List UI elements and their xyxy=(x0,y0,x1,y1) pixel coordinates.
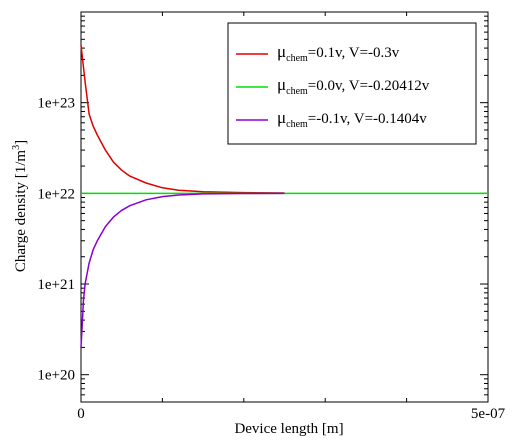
y-tick-label-3: 1e+23 xyxy=(37,96,75,112)
tick-labels: 1e+20 1e+21 1e+22 1e+23 0 5e-07 xyxy=(37,96,505,422)
series-line-1 xyxy=(80,45,285,194)
series-line-3 xyxy=(80,192,285,348)
axis-ticks xyxy=(80,12,489,402)
legend: μchem=0.1v, V=-0.3v μchem=0.0v, V=-0.204… xyxy=(227,22,477,145)
y-tick-label-1: 1e+21 xyxy=(37,277,75,293)
y-tick-label-0: 1e+20 xyxy=(37,368,75,384)
series-lines xyxy=(80,45,488,348)
y-tick-label-2: 1e+22 xyxy=(37,186,75,202)
y-axis-label: Charge density [1/m3] xyxy=(11,140,29,272)
legend-entry-1: μchem=0.1v, V=-0.3v xyxy=(236,42,400,64)
legend-label-2: μchem=0.0v, V=-0.20412v xyxy=(277,75,430,97)
legend-label-3: μchem=-0.1v, V=-0.1404v xyxy=(277,108,427,130)
x-tick-label-1: 5e-07 xyxy=(471,406,506,422)
legend-label-1: μchem=0.1v, V=-0.3v xyxy=(277,42,400,64)
legend-entry-3: μchem=-0.1v, V=-0.1404v xyxy=(236,108,427,130)
legend-entry-2: μchem=0.0v, V=-0.20412v xyxy=(236,75,430,97)
legend-box xyxy=(227,22,477,145)
x-tick-label-0: 0 xyxy=(77,406,85,422)
x-axis-label: Device length [m] xyxy=(234,421,343,437)
